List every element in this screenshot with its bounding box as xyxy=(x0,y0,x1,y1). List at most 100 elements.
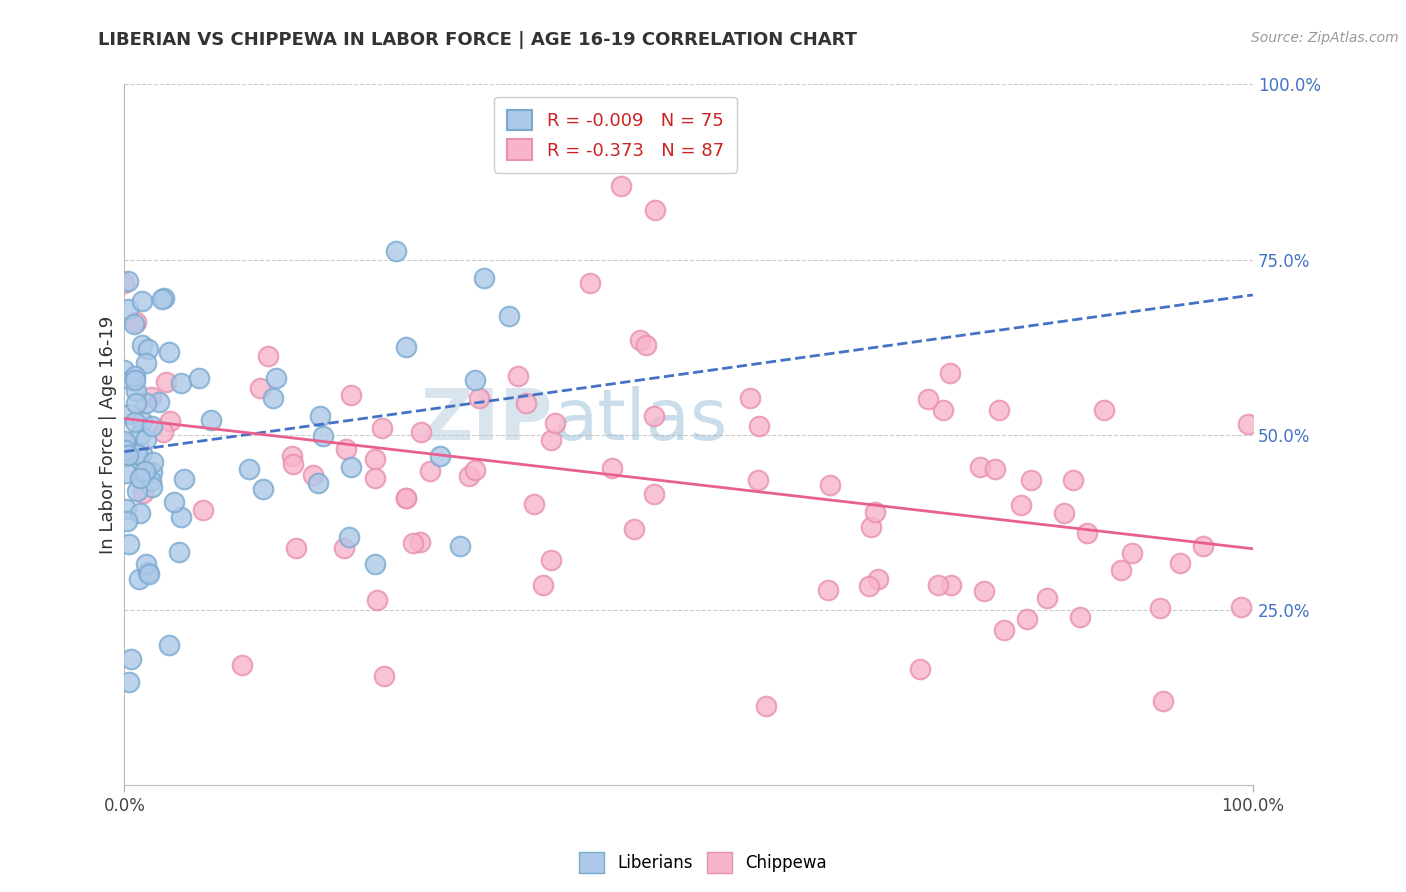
Text: atlas: atlas xyxy=(553,386,727,455)
Point xyxy=(740,391,762,405)
Point xyxy=(128,572,150,586)
Point xyxy=(115,502,138,516)
Point xyxy=(755,698,778,713)
Point xyxy=(395,491,418,505)
Point xyxy=(394,491,416,505)
Point xyxy=(312,428,335,442)
Point xyxy=(1092,403,1115,417)
Point xyxy=(117,301,139,316)
Point xyxy=(623,522,645,536)
Point xyxy=(643,409,665,423)
Point xyxy=(449,539,471,553)
Point xyxy=(125,447,148,461)
Point xyxy=(395,340,418,354)
Point xyxy=(187,371,209,385)
Point xyxy=(139,474,162,488)
Point xyxy=(1149,601,1171,615)
Point xyxy=(170,376,193,390)
Point xyxy=(281,458,304,472)
Point xyxy=(128,428,150,442)
Point xyxy=(337,530,360,544)
Point xyxy=(579,276,602,290)
Point xyxy=(120,373,142,387)
Point xyxy=(131,446,153,460)
Point xyxy=(540,433,562,447)
Point xyxy=(114,363,136,377)
Point xyxy=(371,421,394,435)
Point xyxy=(307,476,329,491)
Point xyxy=(610,179,633,194)
Point xyxy=(458,469,481,483)
Point xyxy=(132,465,155,479)
Point xyxy=(643,487,665,501)
Point xyxy=(136,342,159,356)
Point xyxy=(748,419,770,434)
Point xyxy=(170,509,193,524)
Point xyxy=(340,460,363,475)
Point xyxy=(139,390,162,404)
Point xyxy=(125,315,148,329)
Point xyxy=(262,391,284,405)
Point xyxy=(132,485,155,500)
Point xyxy=(866,572,889,586)
Point xyxy=(472,271,495,285)
Point xyxy=(122,317,145,331)
Point xyxy=(969,459,991,474)
Point xyxy=(157,345,180,359)
Point xyxy=(364,471,387,485)
Point xyxy=(858,579,880,593)
Point xyxy=(155,375,177,389)
Point xyxy=(419,464,441,478)
Point xyxy=(249,381,271,395)
Point xyxy=(1062,474,1084,488)
Point xyxy=(148,395,170,409)
Point xyxy=(932,403,955,417)
Point xyxy=(117,674,139,689)
Point xyxy=(117,449,139,463)
Point xyxy=(191,503,214,517)
Point xyxy=(1109,563,1132,577)
Point xyxy=(252,483,274,497)
Point xyxy=(927,578,949,592)
Point xyxy=(859,520,882,534)
Point xyxy=(125,396,148,410)
Point xyxy=(917,392,939,407)
Point xyxy=(409,425,432,439)
Point xyxy=(152,425,174,439)
Point xyxy=(1010,499,1032,513)
Point xyxy=(120,407,142,421)
Point xyxy=(169,545,191,559)
Point xyxy=(135,395,157,409)
Point xyxy=(498,309,520,323)
Point xyxy=(409,535,432,549)
Point xyxy=(117,514,139,528)
Point xyxy=(366,593,388,607)
Point xyxy=(973,584,995,599)
Point xyxy=(540,553,562,567)
Point xyxy=(1121,546,1143,560)
Point xyxy=(373,668,395,682)
Point xyxy=(127,483,149,498)
Point xyxy=(281,449,304,463)
Point xyxy=(141,480,163,494)
Point xyxy=(117,449,139,463)
Point xyxy=(120,651,142,665)
Point xyxy=(993,623,1015,637)
Point xyxy=(141,465,163,479)
Point xyxy=(1015,612,1038,626)
Point xyxy=(131,294,153,309)
Point xyxy=(468,391,491,405)
Legend: Liberians, Chippewa: Liberians, Chippewa xyxy=(572,846,834,880)
Point xyxy=(200,413,222,427)
Point xyxy=(515,396,537,410)
Point xyxy=(644,203,666,218)
Point xyxy=(129,470,152,484)
Point xyxy=(818,478,841,492)
Point xyxy=(1053,506,1076,520)
Point xyxy=(153,291,176,305)
Point xyxy=(544,417,567,431)
Point xyxy=(257,350,280,364)
Point xyxy=(136,565,159,579)
Point xyxy=(142,454,165,468)
Point xyxy=(118,537,141,551)
